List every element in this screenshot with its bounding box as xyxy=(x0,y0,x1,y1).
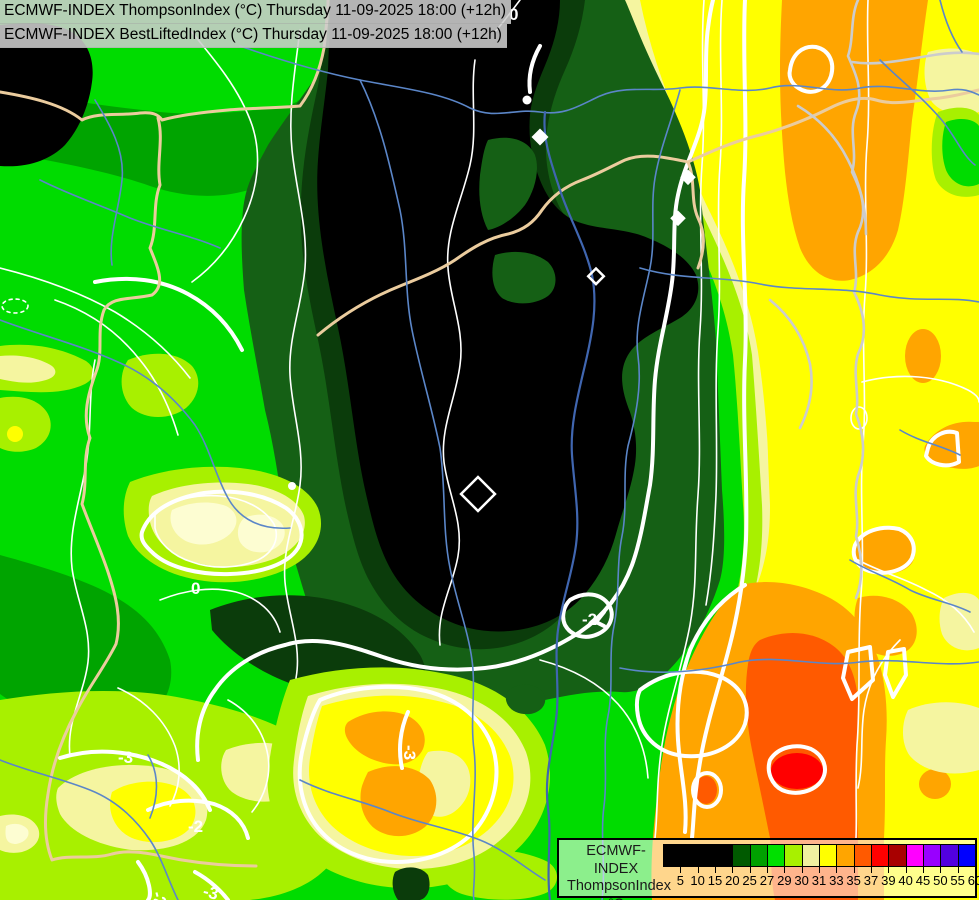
legend-tick-label: 37 xyxy=(863,873,879,888)
green-island xyxy=(492,251,556,304)
legend-tick xyxy=(715,867,716,873)
legend-tick-label: 5 xyxy=(676,873,684,888)
legend-tick xyxy=(871,867,872,873)
legend-cell xyxy=(767,844,786,867)
marker-diamond xyxy=(531,128,549,146)
legend-cell xyxy=(749,844,768,867)
legend-cell xyxy=(853,844,872,867)
marker-dot xyxy=(522,95,532,105)
legend-tick-label: 40 xyxy=(898,873,913,888)
country-borders-east xyxy=(768,0,979,600)
legend-tick-label: 27 xyxy=(759,873,775,888)
legend-tick xyxy=(801,867,803,873)
legend-cell xyxy=(732,844,751,867)
legend-tick xyxy=(940,867,942,873)
legend-unit: °C xyxy=(567,895,665,900)
legend-tick-label: 30 xyxy=(794,873,809,888)
legend-tick-label: 39 xyxy=(881,873,896,888)
legend-cell xyxy=(836,844,855,867)
legend-tick-label: 60 xyxy=(967,873,979,888)
legend-subtitle: ThompsonIndex xyxy=(567,878,671,894)
legend-tick xyxy=(905,867,907,873)
thick-contour-lines xyxy=(58,0,961,900)
contour-label: -3 xyxy=(118,748,133,767)
legend-cell xyxy=(923,844,942,867)
marker-dot xyxy=(288,482,296,490)
marker-diamond xyxy=(670,210,686,227)
green-island xyxy=(479,137,537,230)
legend-tick-label: 50 xyxy=(933,873,948,888)
header: ECMWF-INDEX ThompsonIndex (°C) Thursday … xyxy=(0,0,511,48)
legend-tick-label: 20 xyxy=(725,873,740,888)
header-line-thompson-index: ECMWF-INDEX ThompsonIndex (°C) Thursday … xyxy=(0,0,511,24)
legend-tick xyxy=(975,867,976,873)
legend-tick xyxy=(697,867,699,873)
legend-tick xyxy=(784,867,786,873)
contour-label: 0 xyxy=(509,5,518,24)
marker-diamond xyxy=(680,169,696,186)
legend-cell xyxy=(871,844,890,867)
black-minimum-region xyxy=(0,0,699,632)
legend-tick xyxy=(888,867,890,873)
legend-cell xyxy=(940,844,959,867)
contour-label: -3 xyxy=(201,882,221,900)
legend-tick xyxy=(836,867,838,873)
legend-cell xyxy=(663,844,682,867)
legend-tick xyxy=(732,867,734,873)
legend-title: ECMWF-INDEX xyxy=(586,843,646,877)
contour-label: 0 xyxy=(191,579,200,598)
legend-tick-label: 33 xyxy=(829,873,844,888)
legend-cell xyxy=(801,844,820,867)
legend-cell xyxy=(957,844,976,867)
legend-tick xyxy=(853,867,855,873)
header-line-best-lifted-index: ECMWF-INDEX BestLiftedIndex (°C) Thursda… xyxy=(0,24,507,48)
legend-text-block: ECMWF-INDEX ThompsonIndex °C xyxy=(567,842,671,900)
legend-tick-label: 15 xyxy=(707,873,723,888)
marker-diamond-outline xyxy=(586,266,606,286)
legend-cell xyxy=(905,844,924,867)
legend-tick-label: 31 xyxy=(811,873,827,888)
legend-cell xyxy=(697,844,716,867)
legend-cell xyxy=(784,844,803,867)
station-markers xyxy=(288,95,696,513)
legend-cell xyxy=(715,844,734,867)
legend-tick-label: 29 xyxy=(777,873,792,888)
legend-tick-label: 55 xyxy=(950,873,965,888)
thin-contour-lines xyxy=(0,0,979,839)
legend-tick xyxy=(819,867,820,873)
legend-tick-label: 10 xyxy=(690,873,705,888)
legend-tick-label: 25 xyxy=(742,873,757,888)
legend-cell xyxy=(680,844,699,867)
country-borders-west xyxy=(0,0,979,868)
legend-cell xyxy=(888,844,907,867)
legend-tick xyxy=(923,867,924,873)
legend-tick xyxy=(749,867,751,873)
legend-tick xyxy=(767,867,768,873)
legend-box: ECMWF-INDEX ThompsonIndex °C 5 1015202527… xyxy=(557,838,979,900)
legend-tick xyxy=(957,867,959,873)
right-edge-patches xyxy=(902,48,979,774)
contour-label: -2 xyxy=(148,889,170,900)
contour-label: -2 xyxy=(188,817,203,836)
legend-tick-label: 35 xyxy=(846,873,861,888)
legend-colorbar: 5 10 15 20 25 27 29 30 31 33 35 37 39 40 45 50 55 60 xyxy=(663,844,979,894)
contour-value-labels: 0 0 -2 -3 -2 -2 -3 -3 xyxy=(118,5,597,900)
legend-cell xyxy=(819,844,838,867)
marker-diamond-outline xyxy=(459,475,497,513)
contour-label: -3 xyxy=(400,745,419,760)
contour-label: -2 xyxy=(582,610,597,629)
legend-tick-label: 45 xyxy=(915,873,931,888)
legend-tick xyxy=(680,867,682,873)
